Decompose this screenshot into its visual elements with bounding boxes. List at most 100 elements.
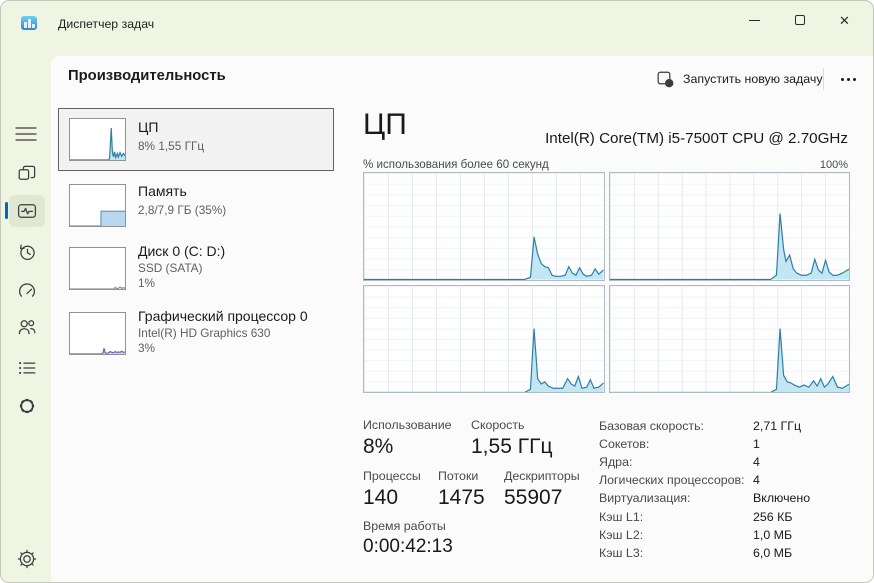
cpu-spec-list: Базовая скорость: 2,71 ГГц Сокетов: 1 Ядра… (599, 417, 864, 562)
more-options-button[interactable] (830, 64, 866, 94)
sidebar-item-settings[interactable] (9, 543, 45, 575)
window-controls: ✕ (732, 1, 867, 41)
selected-tab-pill (5, 202, 8, 219)
sidebar-item-startup-apps[interactable] (9, 275, 45, 307)
spec-value: Включено (753, 491, 811, 506)
sidebar-item-performance[interactable] (9, 195, 45, 227)
run-new-task-label: Запустить новую задачу (683, 72, 823, 86)
handles-value: 55907 (504, 486, 563, 509)
sidebar-item-services[interactable] (9, 390, 45, 422)
pulse-icon (17, 204, 37, 218)
spec-row: Кэш L3: 6,0 МБ (599, 544, 864, 562)
sidebar-item-users[interactable] (9, 311, 45, 343)
spec-label: Виртуализация: (599, 491, 691, 506)
spec-row: Сокетов: 1 (599, 435, 864, 453)
list-icon (19, 362, 36, 374)
spec-label: Сокетов: (599, 437, 650, 452)
perf-item-subtitle: 2,8/7,9 ГБ (35%) (138, 203, 227, 217)
minimize-button[interactable] (732, 1, 777, 39)
chart-scale-max: 100% (819, 159, 848, 171)
history-clock-icon (19, 244, 35, 261)
disk-mini-chart (69, 247, 126, 290)
detail-title: ЦП (363, 108, 407, 141)
cog-flower-icon (19, 398, 35, 414)
window-plus-icon (657, 71, 674, 87)
processes-label: Процессы (363, 469, 421, 483)
threads-value: 1475 (438, 486, 485, 509)
sidebar (1, 56, 51, 582)
perf-list-item-disk[interactable]: Диск 0 (C: D:) SSD (SATA) 1% (58, 237, 334, 305)
ellipsis-icon (840, 77, 844, 81)
spec-value: 1,0 МБ (753, 527, 793, 542)
spec-label: Кэш L3: (599, 545, 644, 560)
spec-row: Логических процессоров: 4 (599, 471, 864, 489)
perf-list-item-memory[interactable]: Память 2,8/7,9 ГБ (35%) (58, 174, 334, 237)
spec-value: 4 (753, 455, 760, 470)
cpu-core-chart-4 (608, 284, 850, 393)
window-title: Диспетчер задач (58, 17, 155, 31)
minimize-icon (749, 19, 760, 21)
spec-value: 2,71 ГГц (753, 419, 802, 434)
cpu-mini-chart (69, 118, 126, 161)
usage-label: Использование (363, 418, 452, 432)
spec-value: 1 (753, 437, 760, 452)
cpu-core-chart-2 (608, 172, 850, 281)
perf-item-percent: 1% (138, 276, 156, 290)
spec-label: Базовая скорость: (599, 419, 704, 434)
spec-label: Логических процессоров: (599, 473, 745, 488)
menu-toggle-button[interactable] (14, 122, 38, 146)
gear-icon (17, 549, 37, 569)
perf-item-title: Память (138, 183, 187, 199)
titlebar: Диспетчер задач ✕ (1, 1, 873, 56)
speed-label: Скорость (471, 418, 525, 432)
sidebar-item-details[interactable] (9, 352, 45, 384)
app-logo-icon (21, 16, 37, 30)
hamburger-icon (15, 127, 37, 141)
maximize-button[interactable] (777, 1, 822, 39)
maximize-icon (794, 15, 805, 25)
perf-item-title: Диск 0 (C: D:) (138, 243, 226, 259)
spec-row: Виртуализация: Включено (599, 489, 864, 507)
people-icon (18, 320, 36, 335)
sidebar-item-app-history[interactable] (9, 236, 45, 268)
header-divider (823, 68, 824, 90)
handles-label: Дескрипторы (504, 469, 580, 483)
perf-item-subtitle: 8% 1,55 ГГц (138, 139, 205, 153)
tiles-icon (18, 165, 36, 180)
content-panel: Производительность Запустить новую задач… (51, 56, 873, 582)
perf-item-title: ЦП (138, 119, 159, 135)
run-new-task-button[interactable]: Запустить новую задачу (649, 64, 831, 94)
usage-value: 8% (363, 435, 394, 458)
perf-item-subtitle: Intel(R) HD Graphics 630 (138, 326, 271, 340)
perf-list-item-cpu[interactable]: ЦП 8% 1,55 ГГц (58, 108, 334, 171)
uptime-label: Время работы (363, 519, 446, 533)
perf-item-subtitle: SSD (SATA) (138, 261, 203, 275)
spec-row: Базовая скорость: 2,71 ГГц (599, 417, 864, 435)
spec-row: Ядра: 4 (599, 453, 864, 471)
close-button[interactable]: ✕ (822, 1, 867, 39)
processes-value: 140 (363, 486, 399, 509)
cpu-model-name: Intel(R) Core(TM) i5-7500T CPU @ 2.70GHz (545, 130, 848, 147)
spec-label: Кэш L2: (599, 527, 644, 542)
spec-label: Кэш L1: (599, 509, 644, 524)
cpu-core-chart-1 (363, 172, 605, 281)
threads-label: Потоки (438, 469, 479, 483)
uptime-value: 0:00:42:13 (363, 536, 453, 557)
gauge-icon (19, 283, 35, 297)
perf-item-title: Графический процессор 0 (138, 308, 308, 324)
gpu-mini-chart (69, 312, 126, 355)
cpu-core-charts-grid (363, 172, 850, 393)
perf-list-item-gpu[interactable]: Графический процессор 0 Intel(R) HD Grap… (58, 302, 334, 370)
close-icon: ✕ (839, 12, 850, 28)
perf-item-percent: 3% (138, 341, 156, 355)
spec-row: Кэш L2: 1,0 МБ (599, 526, 864, 544)
speed-value: 1,55 ГГц (471, 435, 553, 458)
cpu-core-chart-3 (363, 284, 605, 393)
spec-value: 4 (753, 473, 760, 488)
memory-mini-chart (69, 184, 126, 227)
sidebar-item-processes[interactable] (9, 158, 45, 190)
spec-label: Ядра: (599, 455, 633, 470)
spec-value: 6,0 МБ (753, 545, 793, 560)
spec-row: Кэш L1: 256 КБ (599, 507, 864, 525)
